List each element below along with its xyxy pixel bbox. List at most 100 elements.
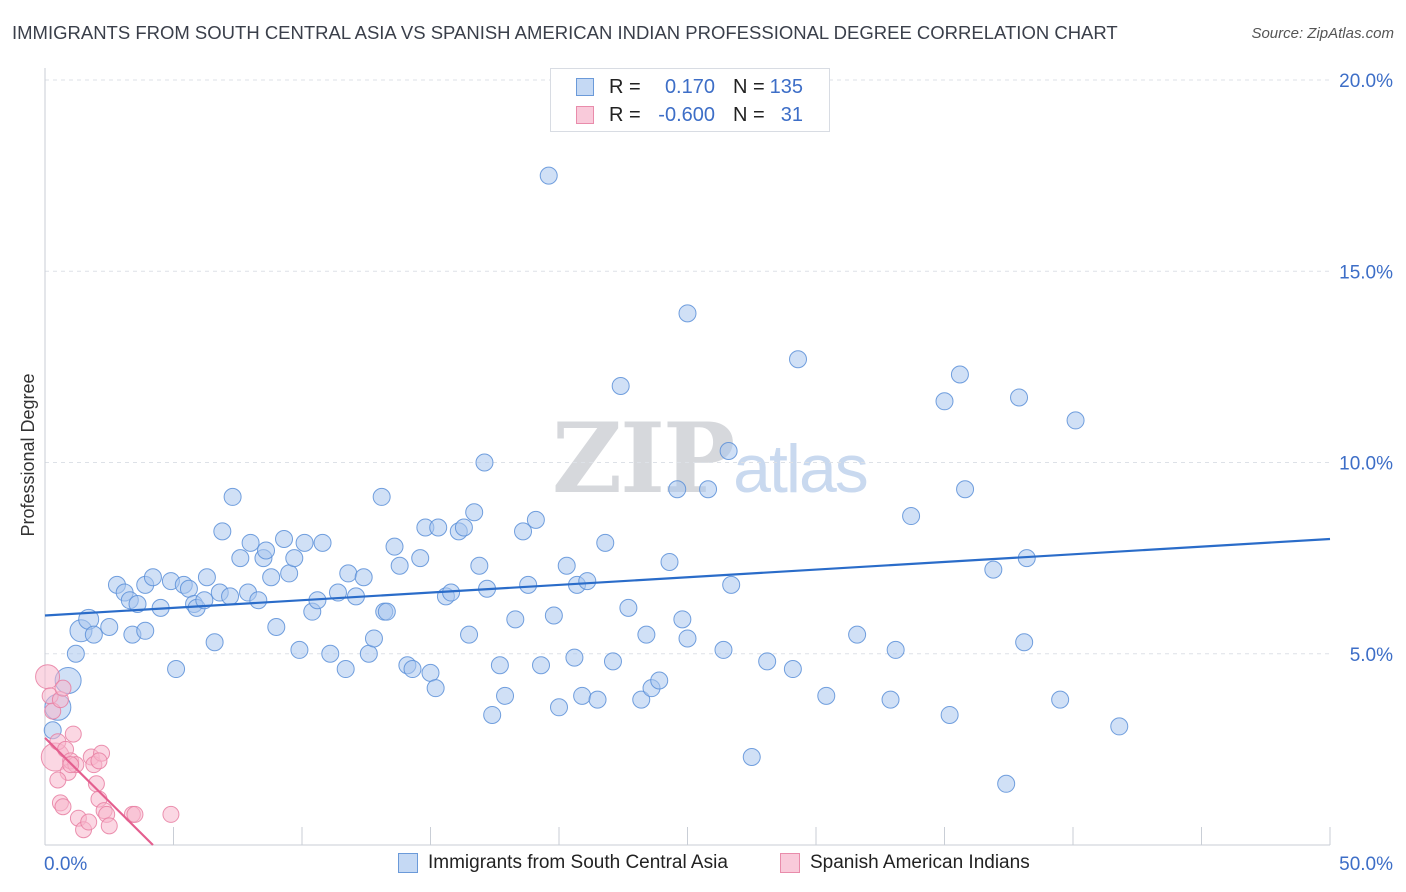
point-blue	[940, 705, 959, 724]
point-blue	[470, 556, 489, 575]
point-blue	[668, 480, 687, 499]
point-blue	[506, 610, 525, 629]
point-blue	[514, 522, 533, 541]
legend-row-blue: R = 0.170 N = 135	[551, 73, 829, 101]
y-tick-label: 10.0%	[1339, 454, 1393, 475]
point-pink	[90, 752, 108, 770]
point-blue	[249, 591, 268, 610]
legend-r-value: -0.600	[658, 104, 715, 126]
point-blue	[197, 568, 216, 587]
point-blue	[526, 510, 545, 529]
trend-line-blue	[44, 537, 1331, 617]
point-blue	[421, 663, 440, 682]
x-tick-label: 0.0%	[44, 854, 87, 875]
trend-line-pink	[44, 737, 154, 846]
point-blue	[231, 549, 250, 568]
point-blue	[267, 617, 286, 636]
y-tick-label: 15.0%	[1339, 262, 1393, 283]
point-pink	[126, 805, 144, 823]
point-blue	[611, 377, 630, 395]
legend-label-pink: Spanish American Indians	[810, 852, 1030, 873]
point-blue	[359, 644, 378, 663]
point-pink	[54, 798, 72, 816]
point-blue	[403, 660, 422, 679]
point-blue	[167, 660, 186, 679]
point-blue	[678, 304, 697, 323]
point-blue	[336, 660, 355, 679]
point-blue	[550, 698, 568, 717]
point-blue	[637, 625, 656, 644]
legend-swatch-pink	[780, 853, 800, 873]
point-blue	[280, 564, 299, 583]
point-blue	[789, 350, 808, 369]
point-blue	[241, 533, 260, 552]
point-blue	[817, 686, 836, 705]
point-blue	[650, 671, 669, 690]
point-blue	[454, 518, 473, 537]
point-blue	[221, 587, 240, 606]
legend-n-value: 135	[769, 76, 803, 98]
point-blue	[295, 533, 314, 552]
point-blue	[573, 686, 592, 705]
point-blue	[881, 690, 900, 709]
point-blue	[275, 530, 294, 548]
point-blue	[699, 480, 718, 499]
point-pink	[100, 817, 118, 835]
point-blue	[956, 480, 975, 499]
point-blue	[950, 365, 969, 384]
point-blue	[603, 652, 622, 671]
point-blue	[321, 644, 340, 663]
point-blue	[997, 774, 1016, 793]
point-blue	[143, 568, 162, 587]
point-blue	[213, 522, 232, 541]
legend-swatch-blue	[398, 853, 418, 873]
point-blue	[848, 625, 867, 644]
point-blue	[496, 686, 515, 705]
point-blue	[678, 629, 697, 648]
point-blue	[619, 598, 638, 617]
source-label: Source: ZipAtlas.com	[1251, 25, 1394, 42]
legend-r-value: 0.170	[664, 76, 715, 98]
point-blue	[935, 392, 954, 411]
point-blue	[465, 503, 484, 522]
point-blue	[372, 487, 391, 506]
point-blue	[385, 537, 404, 556]
point-pink	[49, 771, 67, 789]
point-blue	[290, 640, 309, 659]
point-blue	[66, 644, 85, 663]
x-tick-label: 50.0%	[1339, 854, 1393, 875]
point-blue	[354, 568, 373, 587]
point-blue	[632, 690, 651, 709]
point-blue	[886, 640, 905, 659]
point-blue	[100, 617, 119, 636]
point-blue	[722, 575, 741, 594]
point-pink	[162, 805, 180, 823]
point-blue	[519, 575, 538, 594]
chart-title: IMMIGRANTS FROM SOUTH CENTRAL ASIA VS SP…	[12, 22, 1118, 43]
point-blue	[565, 648, 584, 667]
point-blue	[179, 579, 198, 598]
watermark-atlas: atlas	[733, 431, 869, 507]
point-blue	[136, 621, 155, 640]
legend-n-value: 31	[780, 104, 803, 126]
legend-swatch-pink	[576, 106, 594, 124]
point-blue	[902, 507, 921, 526]
point-blue	[364, 629, 383, 648]
point-blue	[475, 453, 494, 472]
legend-swatch-blue	[576, 78, 594, 96]
point-pink	[54, 679, 72, 697]
point-blue	[544, 606, 563, 625]
point-blue	[262, 568, 281, 587]
correlation-legend: R = 0.170 N = 135 R = -0.600 N = 31	[550, 68, 830, 132]
point-blue	[660, 552, 679, 571]
legend-r-label: R =	[609, 76, 641, 98]
point-blue	[557, 556, 576, 575]
y-axis-label: Professional Degree	[18, 373, 38, 536]
point-blue	[339, 564, 358, 583]
point-blue	[490, 656, 509, 675]
point-blue	[984, 560, 1003, 579]
point-blue	[714, 640, 733, 659]
legend-row-pink: R = -0.600 N = 31	[551, 101, 829, 129]
point-blue	[1051, 690, 1070, 709]
point-blue	[313, 533, 332, 552]
